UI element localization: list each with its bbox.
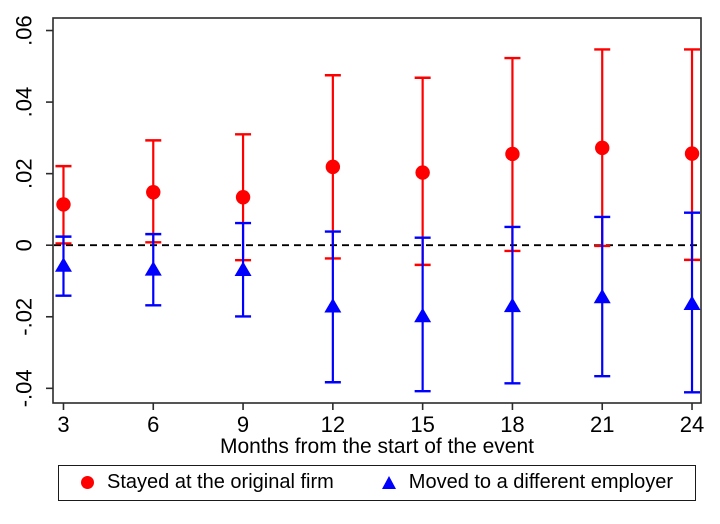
marker-stayed bbox=[56, 197, 71, 212]
legend: Stayed at the original firm Moved to a d… bbox=[58, 465, 696, 501]
marker-moved bbox=[54, 257, 72, 272]
x-axis-tick-label: 15 bbox=[410, 412, 434, 437]
marker-stayed bbox=[325, 159, 341, 175]
marker-moved bbox=[234, 261, 252, 277]
marker-moved bbox=[414, 307, 432, 323]
marker-moved bbox=[683, 295, 701, 311]
legend-item-moved: Moved to a different employer bbox=[381, 471, 673, 494]
y-axis-tick-label: .04 bbox=[12, 87, 37, 118]
marker-moved bbox=[324, 298, 342, 313]
x-axis-tick-label: 21 bbox=[590, 412, 614, 437]
x-axis-tick-label: 3 bbox=[57, 412, 69, 437]
marker-stayed bbox=[505, 146, 520, 162]
marker-stayed bbox=[684, 146, 700, 161]
plot-border bbox=[52, 17, 702, 404]
marker-moved bbox=[503, 297, 521, 313]
x-axis-tick-label: 18 bbox=[500, 412, 524, 437]
y-axis-tick-label: .06 bbox=[12, 15, 37, 46]
legend-label-moved: Moved to a different employer bbox=[408, 471, 673, 493]
marker-stayed bbox=[595, 140, 610, 156]
x-axis-tick-label: 9 bbox=[237, 412, 249, 437]
marker-moved bbox=[144, 261, 162, 276]
y-axis-tick-label: -.04 bbox=[12, 369, 37, 407]
x-axis-tick-label: 24 bbox=[680, 412, 704, 437]
marker-stayed bbox=[415, 165, 430, 180]
red-circle-icon bbox=[81, 476, 94, 489]
legend-label-stayed: Stayed at the original firm bbox=[107, 471, 334, 493]
marker-moved bbox=[593, 288, 611, 304]
marker-stayed bbox=[146, 185, 161, 200]
x-axis-title: Months from the start of the event bbox=[220, 435, 534, 458]
x-axis-tick-label: 12 bbox=[321, 412, 345, 437]
blue-triangle-icon bbox=[381, 476, 396, 489]
y-axis-tick-label: .02 bbox=[12, 158, 37, 189]
x-axis-tick-label: 6 bbox=[147, 412, 159, 437]
marker-stayed bbox=[235, 190, 251, 205]
y-axis-tick-label: 0 bbox=[12, 239, 37, 251]
legend-item-stayed: Stayed at the original firm bbox=[81, 471, 334, 494]
y-axis-tick-label: -.02 bbox=[12, 298, 37, 336]
